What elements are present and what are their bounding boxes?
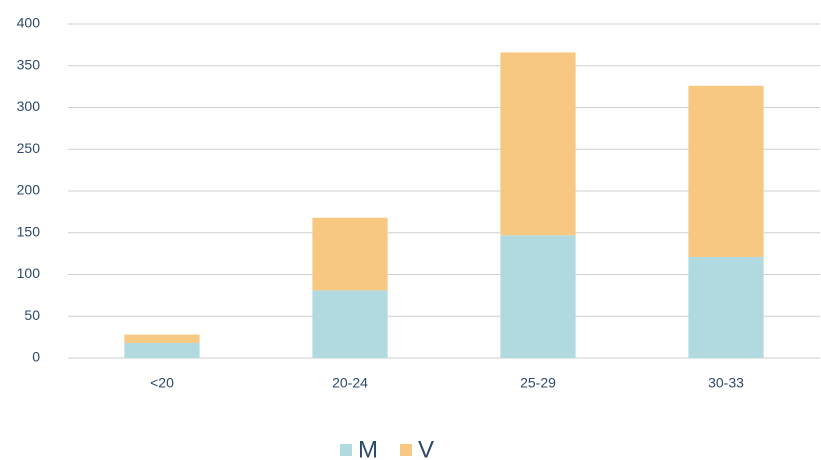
bar-segment [500,52,576,236]
bar-segment [688,256,764,358]
y-tick-label: 50 [24,307,40,323]
y-tick-label: 400 [17,15,41,31]
bar-segment [124,342,200,358]
legend-label: V [418,436,434,460]
bar-segment [124,334,200,343]
legend-swatch [340,444,352,456]
x-tick-label: <20 [150,375,174,391]
y-tick-label: 200 [17,182,41,198]
x-tick-label: 20-24 [332,375,368,391]
bar-segment [312,290,388,358]
bar-segment [500,235,576,358]
y-tick-label: 300 [17,98,41,114]
bar-segment [688,85,764,257]
legend-swatch [400,444,412,456]
y-tick-label: 100 [17,265,41,281]
y-tick-label: 0 [32,349,40,365]
x-tick-label: 30-33 [708,375,744,391]
y-tick-label: 350 [17,56,41,72]
y-tick-label: 250 [17,140,41,156]
y-tick-label: 150 [17,223,41,239]
legend-label: M [358,436,378,460]
x-tick-label: 25-29 [520,375,556,391]
bar-segment [312,217,388,291]
